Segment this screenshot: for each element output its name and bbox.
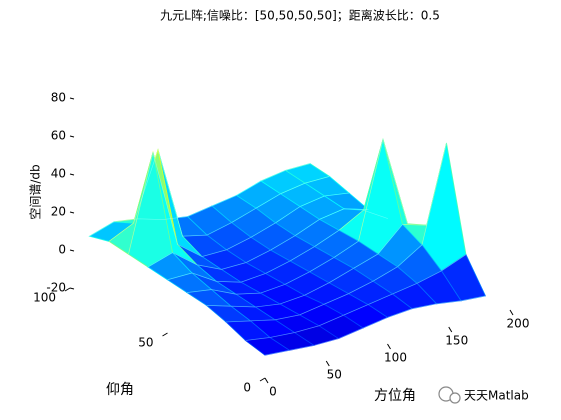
z-tick xyxy=(69,287,75,290)
z-tick-label: 20 xyxy=(51,205,66,219)
x-tick xyxy=(325,360,330,367)
z-axis-label: 空间谱/db xyxy=(29,164,43,219)
x-tick xyxy=(448,326,453,333)
y-tick xyxy=(259,377,266,382)
y-tick-label: 50 xyxy=(138,336,153,350)
mesh-line xyxy=(167,209,389,283)
mesh-line xyxy=(264,295,486,356)
x-tick-label: 100 xyxy=(384,351,407,365)
x-tick-label: 50 xyxy=(327,368,342,382)
y-tick xyxy=(64,287,71,292)
y-axis-label: 仰角 xyxy=(106,382,134,398)
y-tick xyxy=(162,332,168,337)
y-tick-label: 0 xyxy=(243,381,251,395)
x-axis-label: 方位角 xyxy=(374,388,416,404)
x-tick xyxy=(509,309,514,316)
surface xyxy=(88,137,487,356)
z-tick xyxy=(69,135,75,138)
mesh-line xyxy=(206,224,428,308)
mesh-line xyxy=(147,208,369,270)
z-tick-label: -20 xyxy=(46,281,66,295)
z-tick xyxy=(69,249,75,252)
mesh-line xyxy=(225,142,447,323)
mesh-line xyxy=(245,254,467,341)
x-tick-label: 150 xyxy=(445,334,468,348)
chart-title: 九元L阵;信噪比：[50,50,50,50]；距离波长比：0.5 xyxy=(160,8,440,23)
watermark-icon xyxy=(438,386,461,404)
x-tick xyxy=(264,377,269,384)
z-tick xyxy=(69,211,75,214)
mesh-line xyxy=(108,148,330,242)
x-tick-label: 200 xyxy=(507,317,530,331)
x-tick xyxy=(387,343,391,350)
surface-cell xyxy=(421,142,467,272)
z-tick xyxy=(69,173,75,176)
y-tick-label: 100 xyxy=(33,291,56,305)
z-tick-label: 80 xyxy=(51,91,66,105)
mesh-line xyxy=(128,152,350,257)
z-tick xyxy=(69,97,75,100)
mesh-line xyxy=(89,163,311,237)
mesh-line xyxy=(186,138,408,295)
z-tick-label: 40 xyxy=(51,167,66,181)
z-tick-label: 60 xyxy=(51,129,66,143)
z-tick-label: 0 xyxy=(58,243,66,257)
watermark: 天天Matlab xyxy=(464,389,529,403)
x-tick-label: 0 xyxy=(269,385,277,399)
surface-cell xyxy=(244,337,291,356)
